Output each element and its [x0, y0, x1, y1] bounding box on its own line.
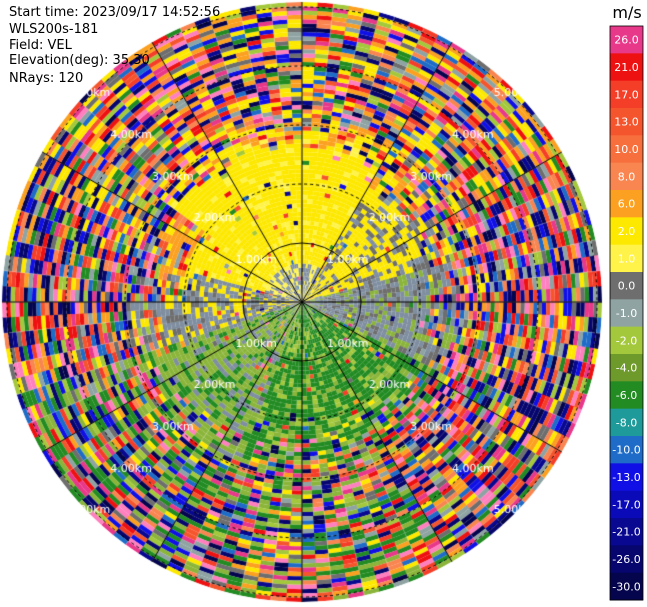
colorbar-tick-label: 8.0: [618, 170, 636, 183]
colorbar-tick-label: -17.0: [612, 498, 640, 511]
colorbar-tick-label: 6.0: [618, 198, 636, 211]
colorbar-swatch: [610, 518, 643, 546]
colorbar-tick-label: 2.0: [618, 225, 636, 238]
colorbar-swatch: [610, 463, 643, 492]
colorbar-tick-label: -1.0: [616, 307, 637, 320]
velocity-colorbar: m/s 26.0 21.0 17.0 13.0 10.0 8.0 6.0 2.0 1.0 0.0 -1…: [609, 3, 644, 601]
colorbar-tick-label: -30.0: [612, 580, 640, 593]
colorbar-swatch: [610, 135, 643, 164]
colorbar-swatch: [610, 408, 643, 437]
colorbar-swatch: [610, 108, 643, 136]
colorbar-swatch: [610, 190, 643, 218]
colorbar-swatch: [610, 545, 643, 574]
colorbar-tick-label: 10.0: [614, 143, 639, 156]
colorbar-swatch: [610, 354, 643, 382]
colorbar-swatch: [610, 299, 643, 328]
colorbar-swatch: [610, 326, 643, 355]
colorbar-swatch: [610, 53, 643, 82]
radar-ppi-plot: [0, 0, 606, 607]
colorbar-swatch: [610, 490, 643, 519]
colorbar-tick-label: -21.0: [612, 526, 640, 539]
field-label: Field: VEL: [9, 38, 72, 53]
colorbar-tick-label: -8.0: [616, 416, 637, 429]
colorbar-tick-label: -10.0: [612, 444, 640, 457]
colorbar-tick-label: -26.0: [612, 553, 640, 566]
colorbar-tick-label: -4.0: [616, 362, 637, 375]
start-time-label: Start time: 2023/09/17 14:52:56: [9, 5, 221, 20]
colorbar-tick-label: 26.0: [614, 34, 639, 47]
colorbar-tick-label: 1.0: [618, 252, 636, 265]
colorbar-swatch: [610, 26, 643, 54]
colorbar-swatch: [610, 381, 643, 410]
colorbar-tick-label: -6.0: [616, 389, 637, 402]
colorbar-tick-label: 21.0: [614, 61, 639, 74]
colorbar-tick-label: 0.0: [618, 280, 636, 293]
colorbar-unit: m/s: [612, 3, 641, 22]
elevation-label: Elevation(deg): 35.30: [9, 53, 150, 68]
colorbar-tick-label: 17.0: [614, 88, 639, 101]
colorbar-tick-label: -13.0: [612, 471, 640, 484]
nrays-label: NRays: 120: [9, 71, 84, 86]
colorbar-swatch: [610, 162, 643, 191]
colorbar-swatch: [610, 217, 643, 246]
colorbar-swatch: [610, 436, 643, 464]
colorbar-tick-label: -2.0: [616, 334, 637, 347]
colorbar-swatch: [610, 272, 643, 300]
colorbar-swatch: [610, 80, 643, 109]
colorbar-swatch: [610, 244, 643, 273]
instrument-label: WLS200s-181: [9, 22, 99, 37]
colorbar-swatch: [610, 572, 643, 601]
colorbar-tick-label: 13.0: [614, 116, 639, 129]
